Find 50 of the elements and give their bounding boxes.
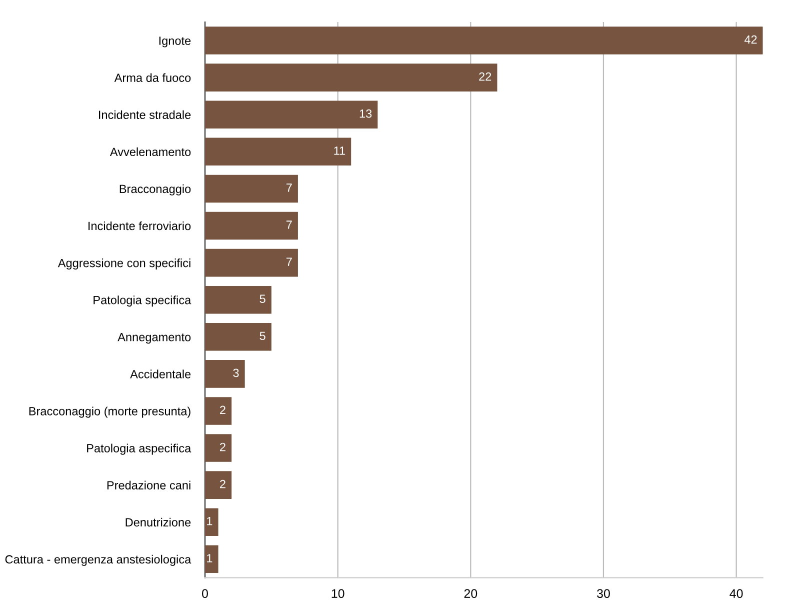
bar [204,248,298,277]
y-tick-label: Ignote [159,36,191,48]
y-tick-label: Aggressione con specifici [58,258,190,270]
bar [204,434,232,462]
data-label: 5 [260,294,266,304]
bar [204,138,352,166]
bar [204,286,272,314]
y-tick-label: Accidentale [130,370,191,378]
y-tick-label: Avvelenamento [110,147,191,156]
y-tick-label: Patologia specifica [94,296,192,307]
data-label: 2 [220,406,226,414]
x-tick-label: 10 [332,589,344,598]
y-tick-label: Bracconaggio [120,184,191,196]
data-label: 1 [207,554,212,562]
y-tick-label: Cattura - emergenza anstesiologica [5,554,192,566]
bar [204,360,245,388]
bar [204,508,218,536]
data-label: 1 [207,517,212,526]
bar [204,322,272,351]
x-tick-label: 30 [597,589,610,598]
bar [204,100,378,129]
data-label: 2 [220,480,226,488]
y-tick-label: Annegamento [118,333,191,344]
data-label: 3 [233,368,239,378]
bar [204,397,232,425]
data-label: 7 [286,258,292,266]
data-label: 42 [744,35,757,44]
x-tick-label: 0 [202,589,208,598]
x-tick-label: 40 [730,589,743,598]
bar [204,64,498,92]
data-label: 5 [260,332,266,340]
data-label: 2 [220,442,226,452]
y-tick-label: Bracconaggio (morte presunta) [29,406,190,418]
bar [204,174,298,203]
y-tick-label: Incidente stradale [99,110,191,120]
data-label: 7 [286,184,292,192]
bar [204,26,763,54]
y-tick-label: Predazione cani [107,480,190,490]
y-tick-label: Denutrizione [126,518,191,526]
y-tick-label: Incidente ferroviario [88,221,191,230]
data-label: 13 [360,109,372,118]
bar [204,471,232,499]
data-label: 7 [286,220,292,229]
x-tick-label: 20 [464,589,478,598]
y-tick-label: Arma da fuoco [114,73,191,82]
bar [204,545,218,574]
data-label: 22 [479,72,492,81]
data-label: 11 [334,146,345,155]
bar [204,212,298,240]
y-tick-label: Patologia aspecifica [87,444,192,455]
